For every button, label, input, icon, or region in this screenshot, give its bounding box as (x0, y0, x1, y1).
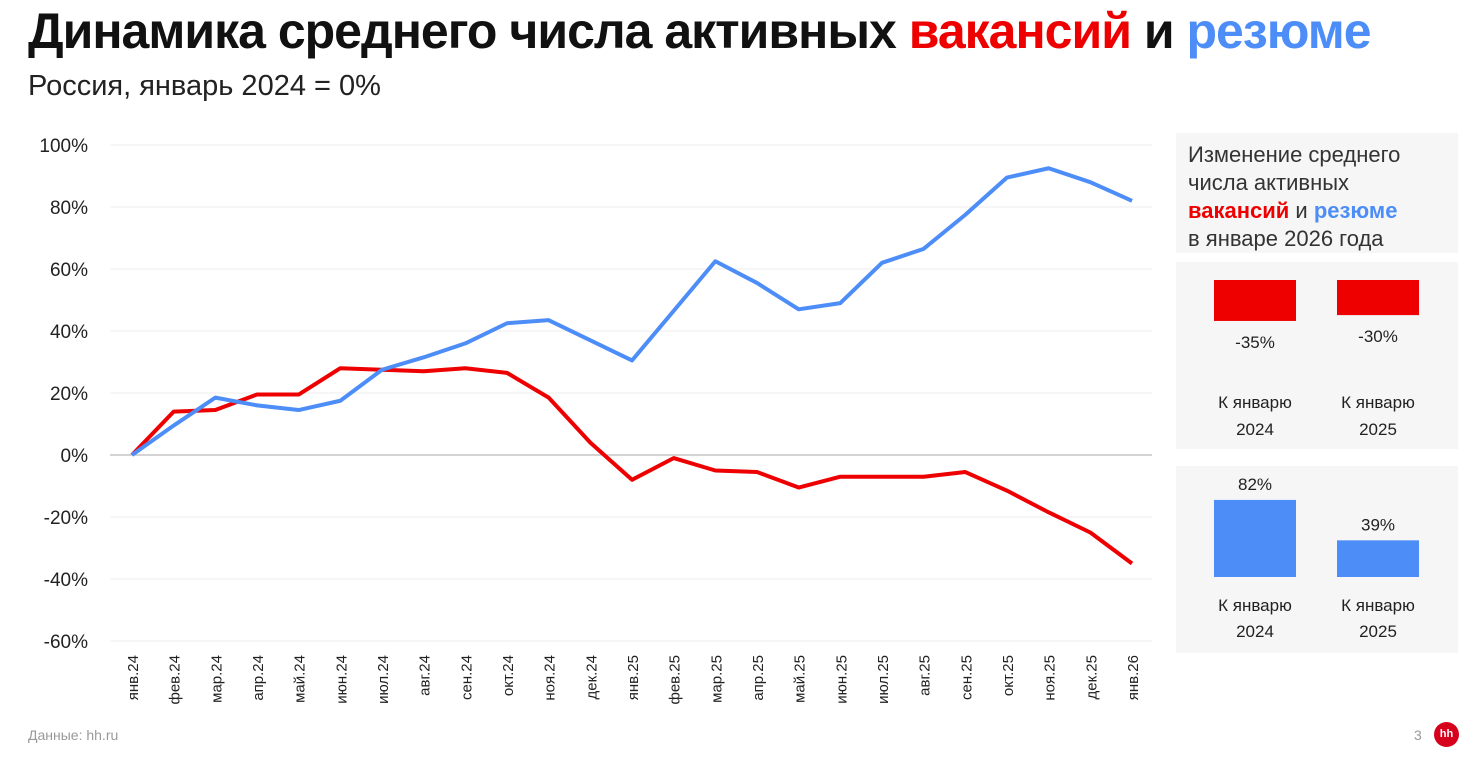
x-tick-label: июл.25 (875, 655, 892, 704)
x-tick-label: дек.25 (1083, 655, 1100, 700)
x-tick-label: янв.24 (125, 655, 142, 700)
x-tick-label: май.24 (292, 655, 309, 703)
bar-value-label: 82% (1238, 475, 1272, 494)
bar-resumes (1337, 540, 1419, 577)
legend-panel: Изменение среднего числа активных ваканс… (1176, 133, 1458, 253)
x-tick-label: мар.25 (708, 655, 725, 703)
y-tick-label: 20% (50, 384, 88, 405)
bar-caption: К январю (1341, 393, 1415, 412)
title-vacancies: вакансий (908, 3, 1132, 59)
x-tick-label: сен.24 (458, 655, 475, 700)
series-line-vacancies (130, 366, 1134, 566)
x-tick-label: июн.25 (833, 655, 850, 704)
y-tick-label: -20% (44, 508, 88, 529)
page-title: Динамика среднего числа активных ваканси… (28, 2, 1372, 60)
y-tick-label: -60% (44, 632, 88, 653)
y-tick-label: -40% (44, 570, 88, 591)
title-and: и (1130, 3, 1187, 59)
x-tick-label: май.25 (792, 655, 809, 703)
bar-caption: К январю (1341, 596, 1415, 615)
x-tick-label: июн.24 (333, 655, 350, 704)
panel-and: и (1289, 198, 1314, 223)
panel-line2: числа активных (1188, 170, 1350, 195)
x-tick-label: окт.24 (500, 655, 517, 696)
bar-value-label: -35% (1235, 333, 1275, 352)
panel-vacancies: вакансий (1188, 198, 1290, 223)
bar-value-label: 39% (1361, 515, 1395, 534)
y-tick-label: 80% (50, 198, 88, 219)
x-tick-label: ноя.24 (542, 655, 559, 701)
title-text: Динамика среднего числа активных (28, 3, 909, 59)
bar-vacancies (1337, 280, 1419, 316)
title-resumes: резюме (1186, 3, 1371, 59)
x-tick-label: сен.25 (958, 655, 975, 700)
bar-caption-year: 2024 (1236, 420, 1274, 439)
x-tick-label: окт.25 (1000, 655, 1017, 696)
hh-logo: hh (1434, 722, 1459, 747)
bar-value-label: -30% (1358, 327, 1398, 346)
panel-line1: Изменение среднего (1188, 142, 1401, 167)
bar-vacancies (1214, 280, 1296, 321)
panel-resumes: резюме (1313, 198, 1398, 223)
y-tick-label: 60% (50, 260, 88, 281)
bar-caption-year: 2025 (1359, 420, 1397, 439)
x-tick-label: янв.25 (625, 655, 642, 700)
bar-resumes (1214, 499, 1296, 577)
bar-caption: К январю (1218, 393, 1292, 412)
y-tick-label: 100% (39, 136, 88, 157)
x-tick-label: фев.25 (667, 655, 684, 705)
x-tick-label: авг.25 (917, 655, 934, 696)
x-tick-label: апр.25 (750, 655, 767, 701)
x-tick-label: авг.24 (417, 655, 434, 696)
bar-caption-year: 2025 (1359, 622, 1397, 641)
series-line-resumes (130, 166, 1133, 457)
y-tick-label: 0% (61, 446, 89, 467)
x-tick-label: фев.24 (167, 655, 184, 705)
x-tick-label: июл.24 (375, 655, 392, 704)
x-tick-label: мар.24 (208, 655, 225, 703)
x-tick-label: ноя.25 (1042, 655, 1059, 701)
subtitle: Россия, январь 2024 = 0% (28, 70, 381, 102)
data-source: Данные: hh.ru (28, 727, 119, 743)
bar-caption-year: 2024 (1236, 622, 1274, 641)
x-tick-label: янв.26 (1125, 655, 1142, 700)
y-tick-label: 40% (50, 322, 88, 343)
bar-caption: К январю (1218, 596, 1292, 615)
x-tick-label: дек.24 (583, 655, 600, 700)
x-tick-label: апр.24 (250, 655, 267, 701)
page-number: 3 (1414, 727, 1422, 743)
panel-line4: в январе 2026 года (1188, 226, 1384, 251)
